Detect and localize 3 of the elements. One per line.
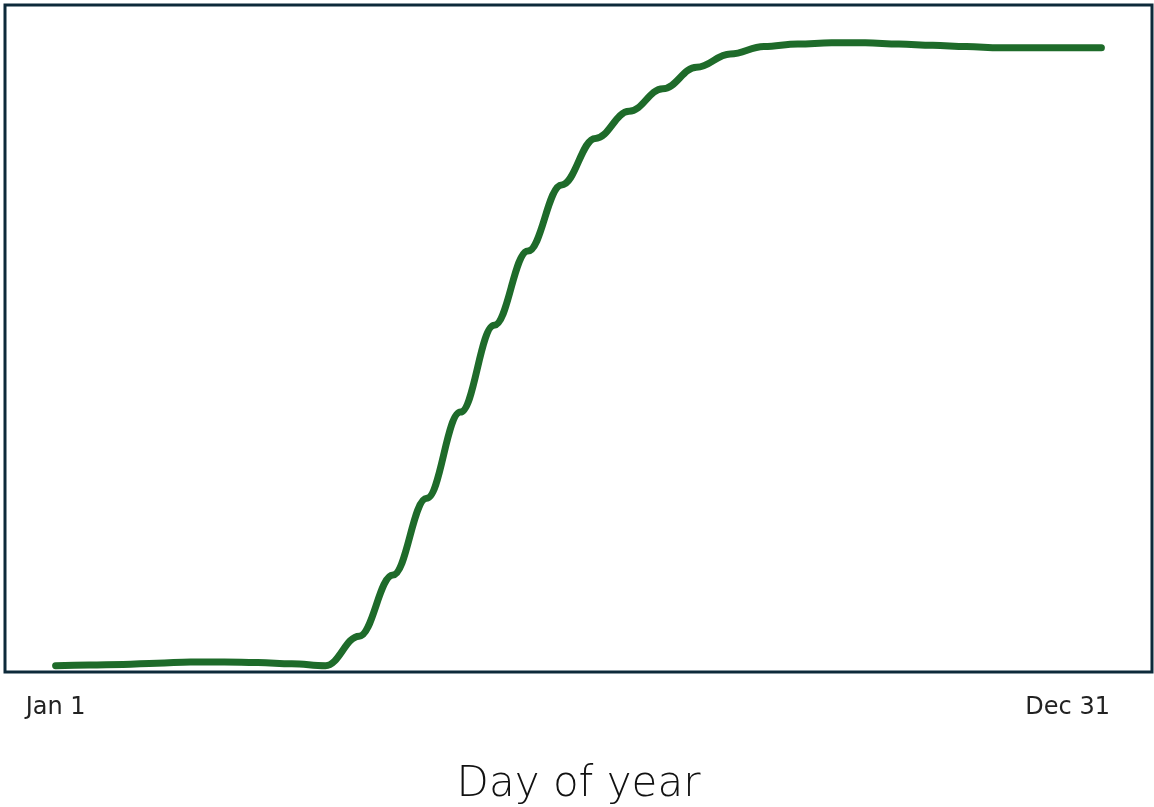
x-tick-label: Dec 31 [1025, 692, 1110, 720]
x-tick-label: Jan 1 [23, 692, 86, 720]
x-axis-title: Day of year [456, 756, 702, 806]
